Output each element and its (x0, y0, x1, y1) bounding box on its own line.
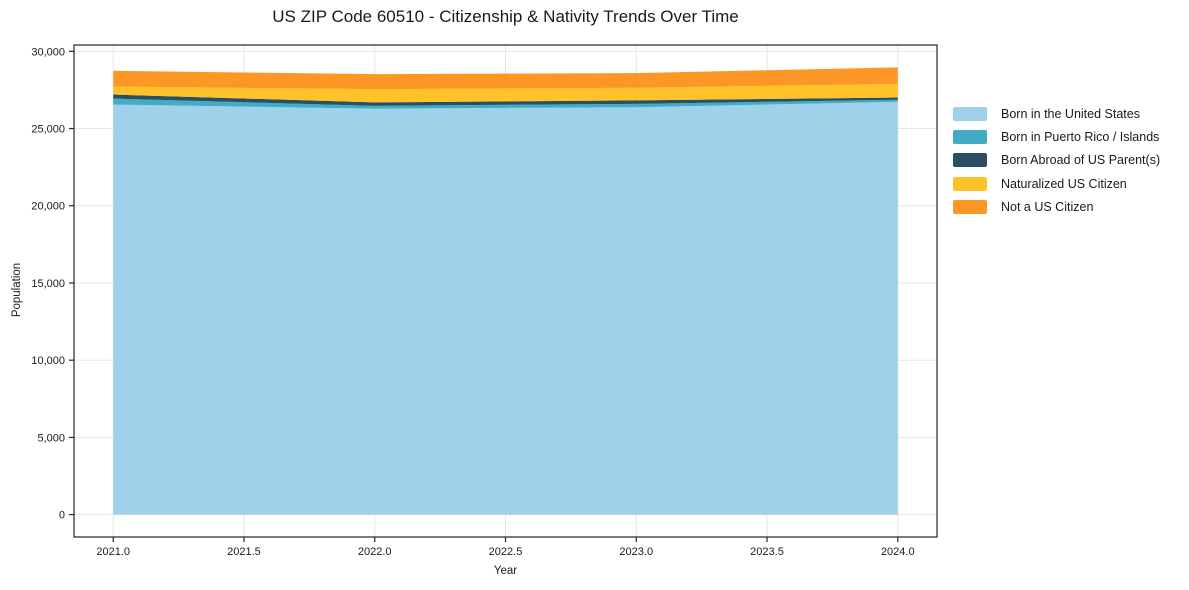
y-tick-label: 0 (59, 510, 65, 522)
legend-item-1: Born in Puerto Rico / Islands (953, 125, 1160, 148)
legend-label: Born Abroad of US Parent(s) (1001, 153, 1161, 168)
y-tick-label: 10,000 (31, 355, 65, 367)
area-series-1 (113, 98, 898, 109)
legend-item-0: Born in the United States (953, 102, 1160, 125)
y-tick-label: 20,000 (31, 201, 65, 213)
area-series-2 (113, 94, 898, 106)
y-tick-label: 30,000 (31, 46, 65, 58)
x-axis-label: Year (493, 565, 518, 577)
area-series-4 (113, 67, 898, 90)
area-series-0 (113, 101, 898, 515)
legend-swatch (953, 176, 987, 191)
legend-label: Born in the United States (1001, 106, 1140, 121)
x-tick-label: 2023.5 (750, 546, 784, 558)
x-tick-label: 2024.0 (881, 546, 915, 558)
x-tick-label: 2021.5 (227, 546, 261, 558)
legend-swatch (953, 106, 987, 121)
legend-item-2: Born Abroad of US Parent(s) (953, 149, 1160, 172)
legend-swatch (953, 129, 987, 144)
y-axis-label: Population (11, 262, 23, 318)
x-tick-label: 2022.0 (358, 546, 392, 558)
legend-item-4: Not a US Citizen (953, 195, 1160, 218)
x-tick-label: 2021.0 (96, 546, 130, 558)
chart-title: US ZIP Code 60510 - Citizenship & Nativi… (272, 7, 739, 26)
x-tick-label: 2022.5 (489, 546, 523, 558)
y-tick-label: 5,000 (37, 432, 65, 444)
legend-swatch (953, 199, 987, 214)
y-tick-label: 25,000 (31, 124, 65, 136)
legend-swatch (953, 153, 987, 168)
y-tick-label: 15,000 (31, 278, 65, 290)
area-series-3 (113, 83, 898, 103)
legend-label: Not a US Citizen (1001, 199, 1094, 214)
legend-label: Born in Puerto Rico / Islands (1001, 129, 1160, 144)
legend-label: Naturalized US Citizen (1001, 176, 1127, 191)
x-tick-label: 2023.0 (619, 546, 653, 558)
legend-item-3: Naturalized US Citizen (953, 172, 1160, 195)
legend: Born in the United States Born in Puerto … (953, 102, 1160, 218)
